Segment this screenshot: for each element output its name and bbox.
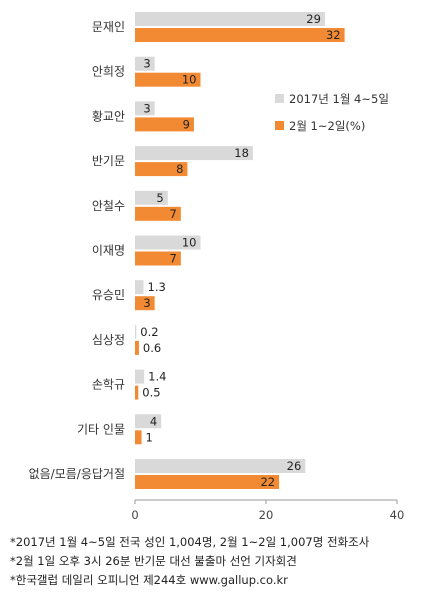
value-label-feb: 7: [170, 207, 177, 221]
category-label: 이재명: [92, 244, 125, 258]
legend-label-jan: 2017년 1월 4~5일: [289, 92, 389, 106]
category-label: 심상정: [92, 333, 125, 347]
bar-jan: [135, 459, 306, 473]
bar-feb: [135, 430, 142, 445]
value-label-jan: 3: [143, 101, 150, 115]
bar-jan: [135, 369, 145, 384]
bar-feb: [135, 117, 194, 132]
footnotes: *2017년 1월 4~5일 전국 성인 1,004명, 2월 1~2일 1,0…: [10, 533, 440, 590]
value-label-feb: 3: [143, 296, 150, 310]
x-tick-label: 40: [390, 508, 405, 522]
category-label: 안희정: [92, 65, 125, 79]
value-label-jan: 5: [156, 191, 163, 205]
category-label: 문재인: [92, 20, 125, 34]
bar-feb: [135, 162, 188, 177]
bar-feb: [135, 28, 345, 42]
bar-jan: [135, 146, 253, 161]
value-label-feb: 22: [260, 475, 275, 489]
bar-jan: [135, 280, 144, 295]
value-label-feb: 10: [182, 73, 197, 87]
bar-jan: [135, 414, 162, 429]
value-label-feb: 1: [146, 430, 153, 444]
category-label: 유승민: [92, 288, 125, 302]
bar-feb: [135, 340, 139, 355]
value-label-jan: 4: [150, 414, 157, 428]
value-label-feb: 0.6: [143, 341, 161, 355]
category-label: 기타 인물: [77, 422, 125, 436]
bar-chart: 문재인2932안희정310황교안39반기문188안철수57이재명107유승민1.…: [29, 12, 405, 522]
bar-jan: [135, 12, 325, 26]
legend-swatch-feb: [275, 121, 284, 130]
bar-feb: [135, 206, 181, 221]
bar-feb: [135, 475, 280, 489]
value-label-jan: 1.4: [148, 370, 166, 384]
category-label: 손학규: [92, 378, 125, 392]
value-label-jan: 0.2: [140, 325, 158, 339]
bar-feb: [135, 72, 201, 87]
value-label-jan: 1.3: [148, 280, 166, 294]
value-label-feb: 0.5: [142, 386, 160, 400]
footnote-source: *한국갤럽 데일리 오피니언 제244호 www.gallup.co.kr: [10, 573, 288, 587]
bar-jan: [135, 324, 137, 339]
value-label-feb: 9: [183, 117, 190, 131]
value-label-jan: 18: [234, 146, 249, 160]
x-tick-label: 0: [131, 508, 138, 522]
footnote-survey: *2017년 1월 4~5일 전국 성인 1,004명, 2월 1~2일 1,0…: [10, 535, 370, 549]
legend-label-feb: 2월 1~2일(%): [289, 119, 365, 133]
category-label: 황교안: [92, 109, 125, 123]
bar-feb: [135, 385, 139, 400]
category-label: 반기문: [92, 154, 125, 168]
bar-jan: [135, 190, 168, 205]
value-label-jan: 3: [143, 57, 150, 71]
value-label-jan: 26: [287, 459, 302, 473]
category-label: 없음/모름/응답거절: [29, 467, 125, 481]
value-label-jan: 10: [182, 236, 197, 250]
value-label-jan: 29: [306, 12, 321, 26]
legend-swatch-jan: [275, 94, 284, 103]
bar-jan: [135, 235, 201, 250]
value-label-feb: 8: [176, 162, 183, 176]
bar-jan: [135, 56, 155, 71]
bar-jan: [135, 101, 155, 116]
bar-feb: [135, 296, 155, 311]
category-label: 안철수: [92, 199, 125, 213]
footnote-event: *2월 1일 오후 3시 26분 반기문 대선 불출마 선언 기자회견: [10, 554, 297, 568]
x-tick-label: 20: [259, 508, 274, 522]
value-label-feb: 32: [326, 28, 341, 42]
value-label-feb: 7: [170, 252, 177, 266]
bar-feb: [135, 251, 181, 266]
